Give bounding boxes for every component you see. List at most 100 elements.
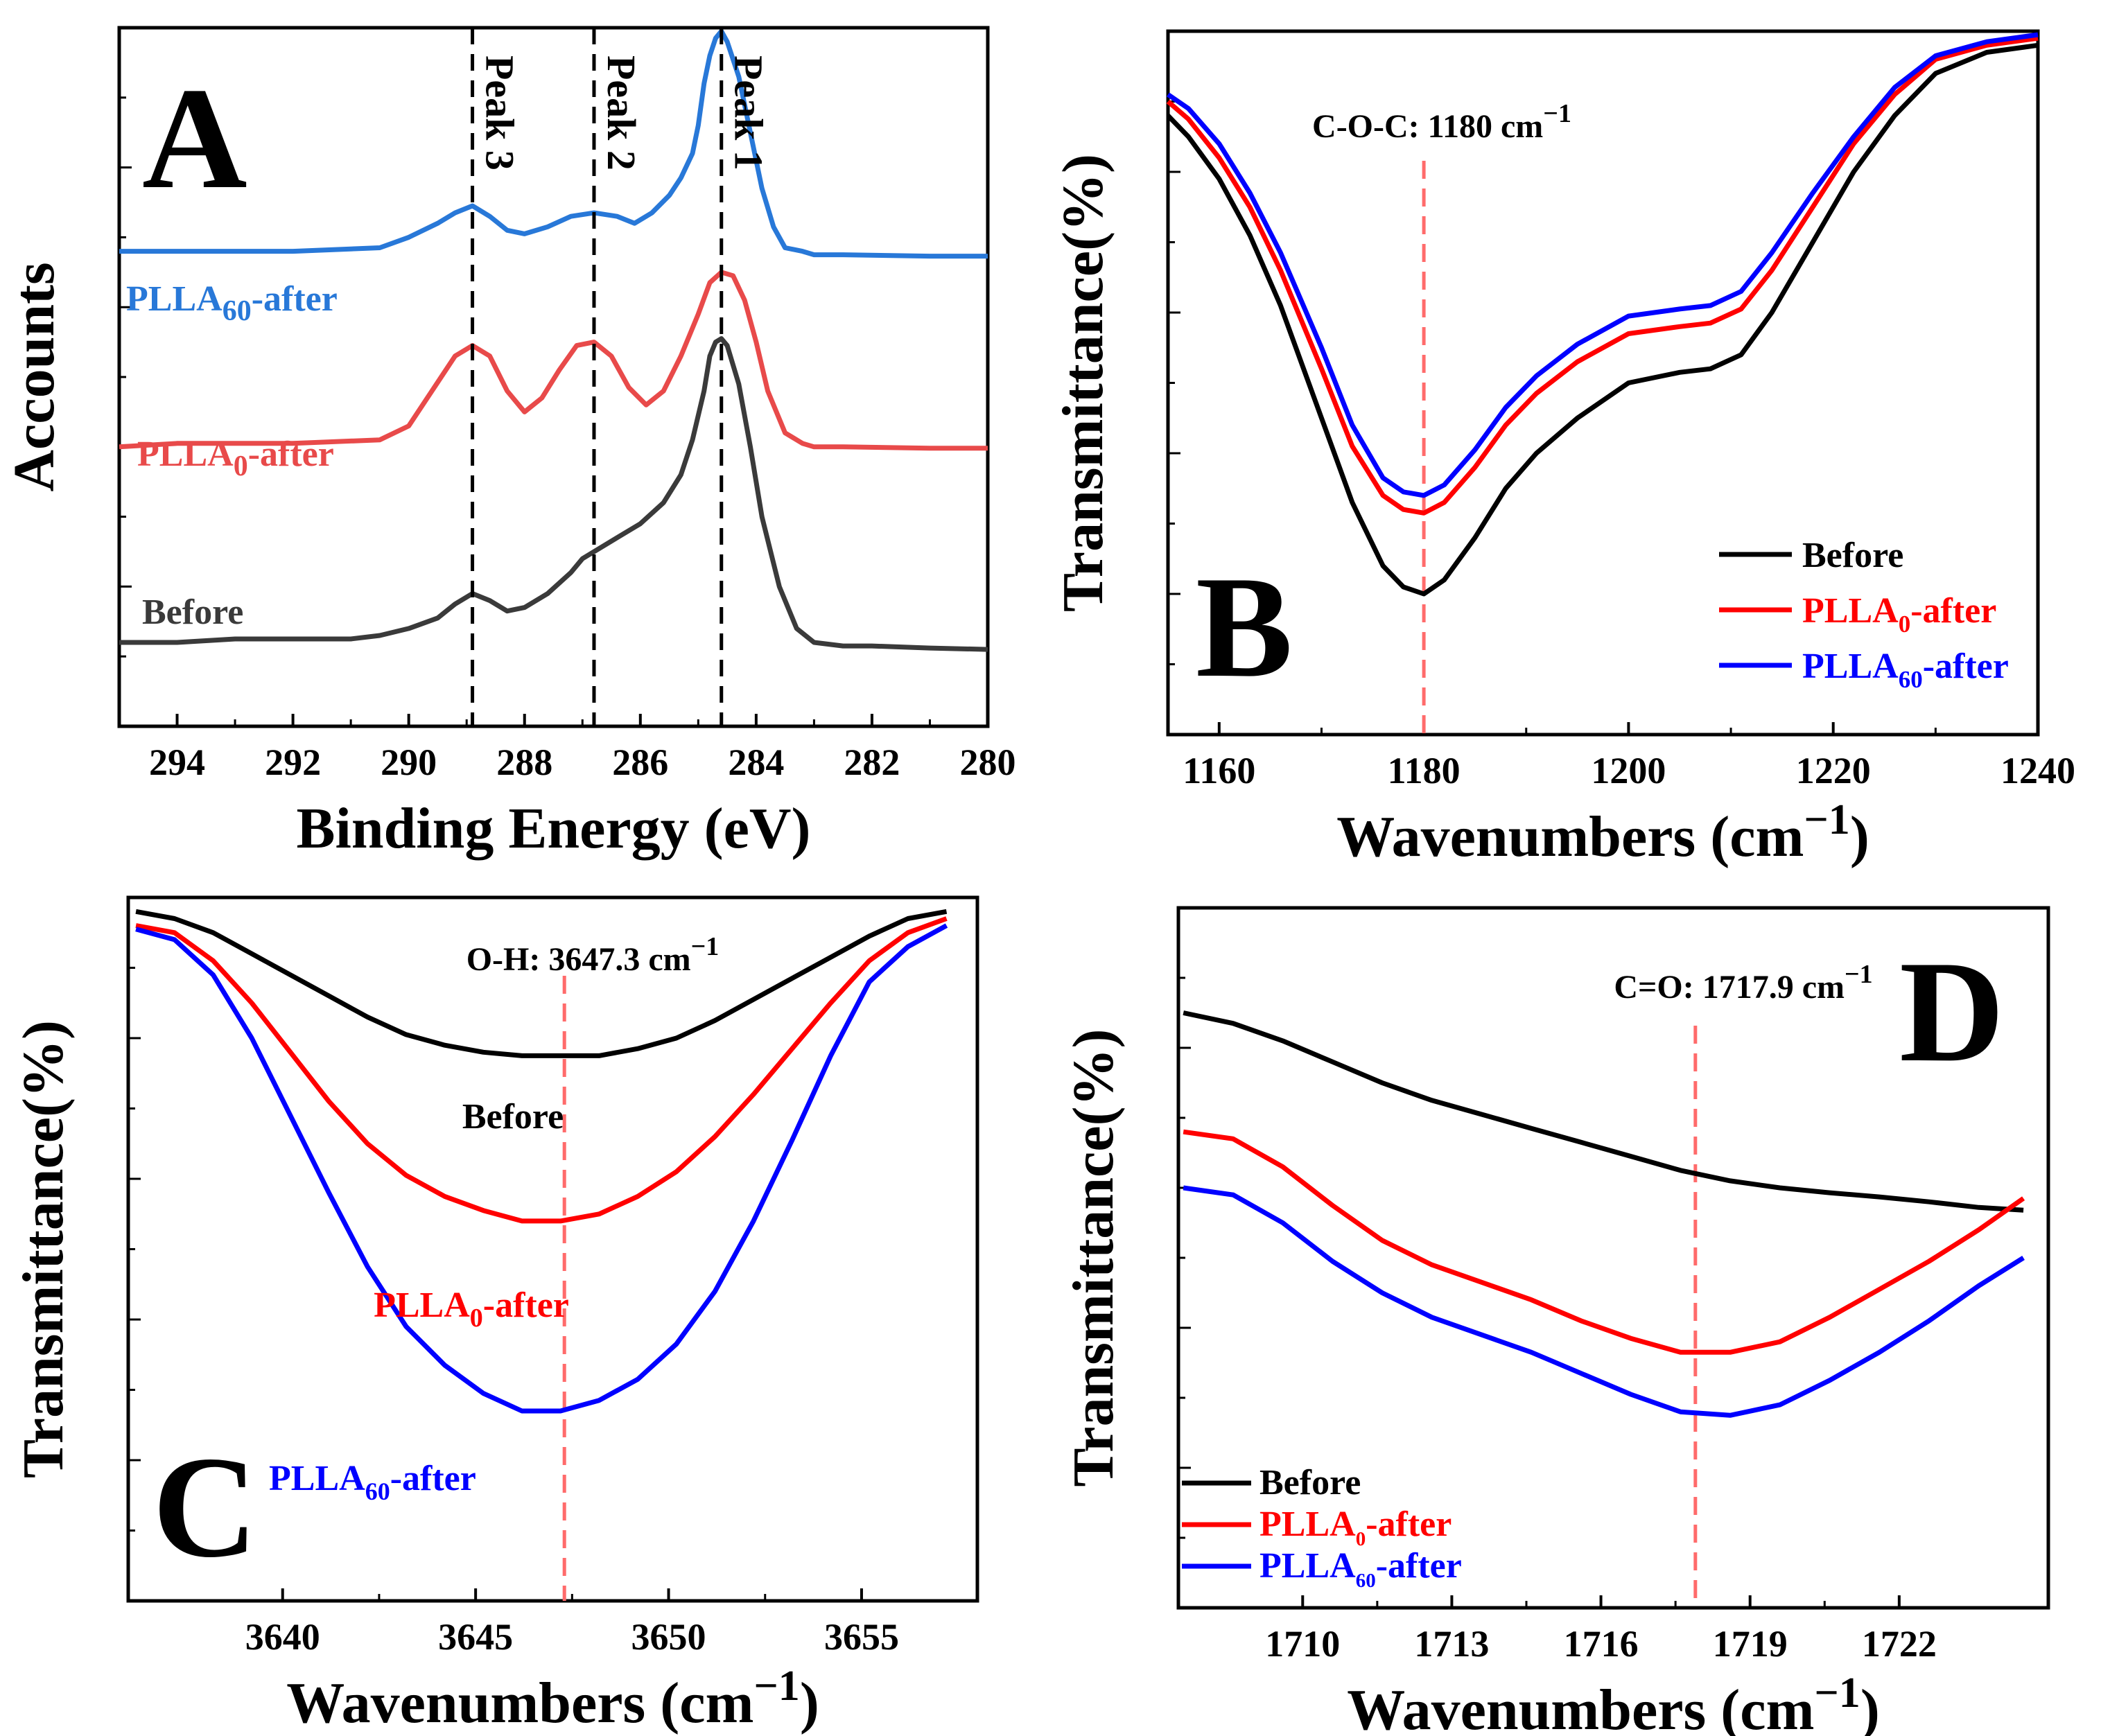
x-tick-label: 284 [728,742,784,783]
series-label-main: PLLA [269,1459,365,1498]
x-tick-label: 3655 [824,1616,899,1658]
x-tick-label: 1240 [2000,750,2075,791]
series-line-before [135,909,948,1058]
series-line-plla60-after [119,28,988,259]
x-axis-title-exp: −1 [1814,1669,1860,1717]
series-line-plla60-after [1183,1185,2025,1418]
panel-letter: B [1196,547,1293,708]
series-label-main: Before [462,1097,564,1137]
series-label-sub: 0 [470,1304,483,1333]
series-line-before [1183,1010,2024,1213]
annotation-exp: −1 [1845,960,1873,989]
x-tick-label: 282 [844,742,900,783]
y-axis-title: Transmittance(%) [11,1020,76,1478]
panel-letter: A [142,58,247,219]
series-label-plla60-after: PLLA60-after [1259,1546,1462,1592]
series-label-sub: 60 [1356,1570,1376,1592]
series-label-main: PLLA [137,435,234,474]
series-label-plla60-after: PLLA60-after [1802,647,2009,693]
x-tick-label: 1710 [1265,1623,1340,1665]
peak-label: Peak 3 [478,55,523,170]
x-axis-title-close: ) [1860,1678,1880,1736]
series-label-sub: 0 [234,450,248,482]
series-label-plla0-after: PLLA0-after [1259,1505,1451,1550]
series-label-end: -after [390,1459,476,1498]
x-tick-label: 290 [381,742,437,783]
annotation-label: C=O: 1717.9 cm−1 [1614,960,1872,1006]
series-label-before: Before [1259,1463,1361,1502]
x-axis-title-exp: −1 [753,1663,799,1710]
series-label-sub: 0 [1356,1528,1366,1550]
x-axis-title: Binding Energy (eV) [296,796,810,861]
series-line-before [119,336,988,652]
series-label-plla0-after: PLLA0-after [374,1286,569,1333]
x-tick-label: 1220 [1796,750,1871,791]
x-axis-title: Wavenumbers (cm−1) [1347,1669,1880,1736]
x-tick-label: 1200 [1591,750,1666,791]
series-label-end: -after [248,435,334,474]
x-tick-label: 280 [960,742,1016,783]
x-tick-label: 294 [149,742,205,783]
x-axis-title: Wavenumbers (cm−1) [286,1663,819,1735]
x-tick-label: 3650 [631,1616,706,1658]
series-label-main: PLLA [1259,1546,1356,1586]
series-label-end: -after [1923,647,2009,686]
x-tick-label: 286 [612,742,668,783]
series-line-plla0-after [1183,1129,2025,1355]
series-label-end: -after [252,279,338,319]
series-label-end: -after [1366,1505,1451,1544]
x-tick-label: 3640 [245,1616,320,1658]
x-axis-title-text: Wavenumbers (cm [1336,805,1804,869]
x-tick-label: 1713 [1414,1623,1489,1665]
series-label-main: PLLA [1259,1505,1356,1544]
series-label-before: Before [462,1097,564,1137]
x-tick-label: 1722 [1862,1623,1937,1665]
series-label-plla0-after: PLLA0-after [1802,591,1996,638]
y-axis-title: Transmittance(%) [1061,1029,1126,1487]
annotation-text: O-H: 3647.3 cm [467,941,691,978]
x-axis-title-text: Wavenumbers (cm [1347,1678,1814,1736]
x-tick-label: 1719 [1713,1623,1788,1665]
series-label-main: Before [1259,1463,1361,1502]
x-axis-title: Wavenumbers (cm−1) [1336,796,1869,869]
x-axis-title-exp: −1 [1804,796,1849,843]
x-tick-label: 1180 [1388,750,1461,791]
x-axis-title-text: Binding Energy (eV) [296,796,810,861]
series-label-plla60-after: PLLA60-after [126,279,338,327]
peak-label: Peak 2 [599,55,644,170]
x-tick-label: 288 [496,742,552,783]
x-tick-label: 3645 [438,1616,513,1658]
series-label-plla60-after: PLLA60-after [269,1459,476,1505]
series-label-main: Before [142,593,243,632]
series-label-sub: 60 [223,295,252,327]
x-tick-label: 1716 [1564,1623,1639,1665]
annotation-label: O-H: 3647.3 cm−1 [467,932,720,978]
y-axis-title: Transmittance(%) [1051,154,1115,612]
series-line-plla0-after [135,916,948,1224]
series-label-before: Before [1802,536,1903,575]
series-line-plla0-after [119,270,988,451]
x-tick-label: 292 [265,742,321,783]
panel-letter: C [152,1427,258,1588]
annotation-label: C-O-C: 1180 cm−1 [1312,99,1571,145]
series-label-end: -after [1376,1546,1462,1586]
x-axis-title-text: Wavenumbers (cm [286,1671,753,1735]
peak-label: Peak 1 [726,55,771,170]
series-label-sub: 60 [1899,666,1923,693]
annotation-text: C-O-C: 1180 cm [1312,108,1543,145]
x-tick-label: 1160 [1183,750,1255,791]
series-label-plla0-after: PLLA0-after [137,435,334,482]
series-label-sub: 0 [1899,611,1911,638]
series-label-end: -after [483,1286,569,1325]
series-label-before: Before [142,593,243,632]
x-axis-title-close: ) [1850,805,1869,869]
series-line-plla0-after [1166,35,2039,516]
x-axis-title-close: ) [800,1671,819,1735]
series-label-main: PLLA [1802,591,1899,631]
annotation-exp: −1 [1543,99,1571,128]
series-line-before [1166,42,2039,597]
